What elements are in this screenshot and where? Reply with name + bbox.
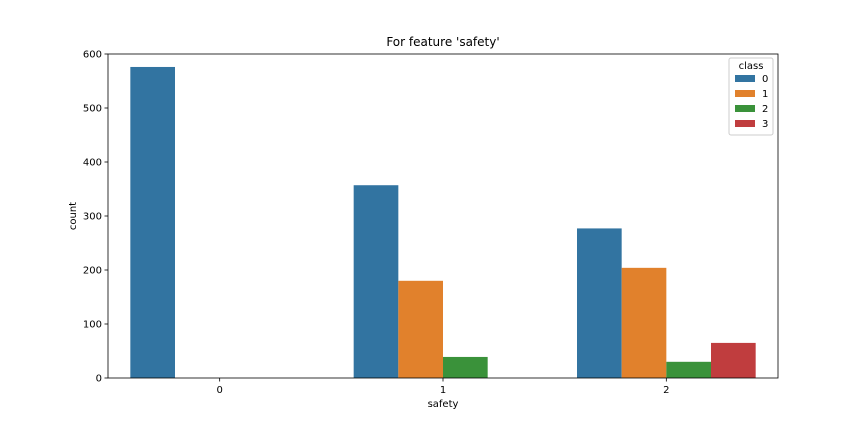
bar-class-2-cat-1 [443,356,488,378]
y-axis: 0 100 200 300 400 500 600 [83,50,108,385]
y-tick-label: 300 [83,212,102,223]
legend-swatch-1 [735,90,755,97]
bar-class-1-cat-2 [621,267,667,378]
bar-class-0-cat-2 [577,228,622,378]
legend-title: class [739,61,764,72]
x-axis-label: safety [428,399,459,410]
legend-swatch-3 [735,120,755,127]
bar-class-0-cat-0 [130,66,175,379]
bar-class-1-cat-1 [398,280,443,378]
chart-title: For feature 'safety' [386,35,499,49]
y-tick-label: 100 [83,320,102,331]
bar-class-3-cat-2 [711,342,756,378]
legend-label-0: 0 [762,74,768,85]
y-tick-label: 500 [83,104,102,115]
legend-items: 0 1 2 3 [735,74,768,130]
x-tick-label: 1 [440,385,446,396]
legend-swatch-0 [735,75,755,82]
y-tick-label: 0 [96,374,102,385]
bar-class-0-cat-1 [353,185,399,378]
x-axis: 0 1 2 [216,378,670,396]
y-tick-label: 400 [83,158,102,169]
legend-label-1: 1 [762,89,768,100]
bar-class-2-cat-2 [666,361,711,378]
y-tick-label: 600 [83,50,102,61]
legend-label-3: 3 [762,119,768,130]
x-tick-label: 2 [663,385,669,396]
bars-group [130,66,756,379]
y-tick-label: 200 [83,266,102,277]
x-tick-label: 0 [216,385,222,396]
legend-label-2: 2 [762,104,768,115]
legend: class 0 1 2 3 [728,57,774,136]
legend-swatch-2 [735,105,755,112]
y-axis-label: count [68,202,79,230]
